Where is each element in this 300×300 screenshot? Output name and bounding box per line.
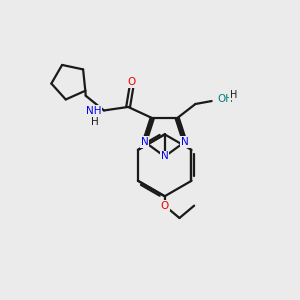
Text: NH: NH [86,106,102,116]
Text: OH: OH [217,94,233,104]
Text: N: N [161,152,169,161]
Text: H: H [91,117,98,127]
Text: O: O [128,77,136,87]
Text: N: N [181,137,189,147]
Text: H: H [230,90,237,100]
Text: O: O [160,201,169,211]
Text: N: N [141,137,148,147]
